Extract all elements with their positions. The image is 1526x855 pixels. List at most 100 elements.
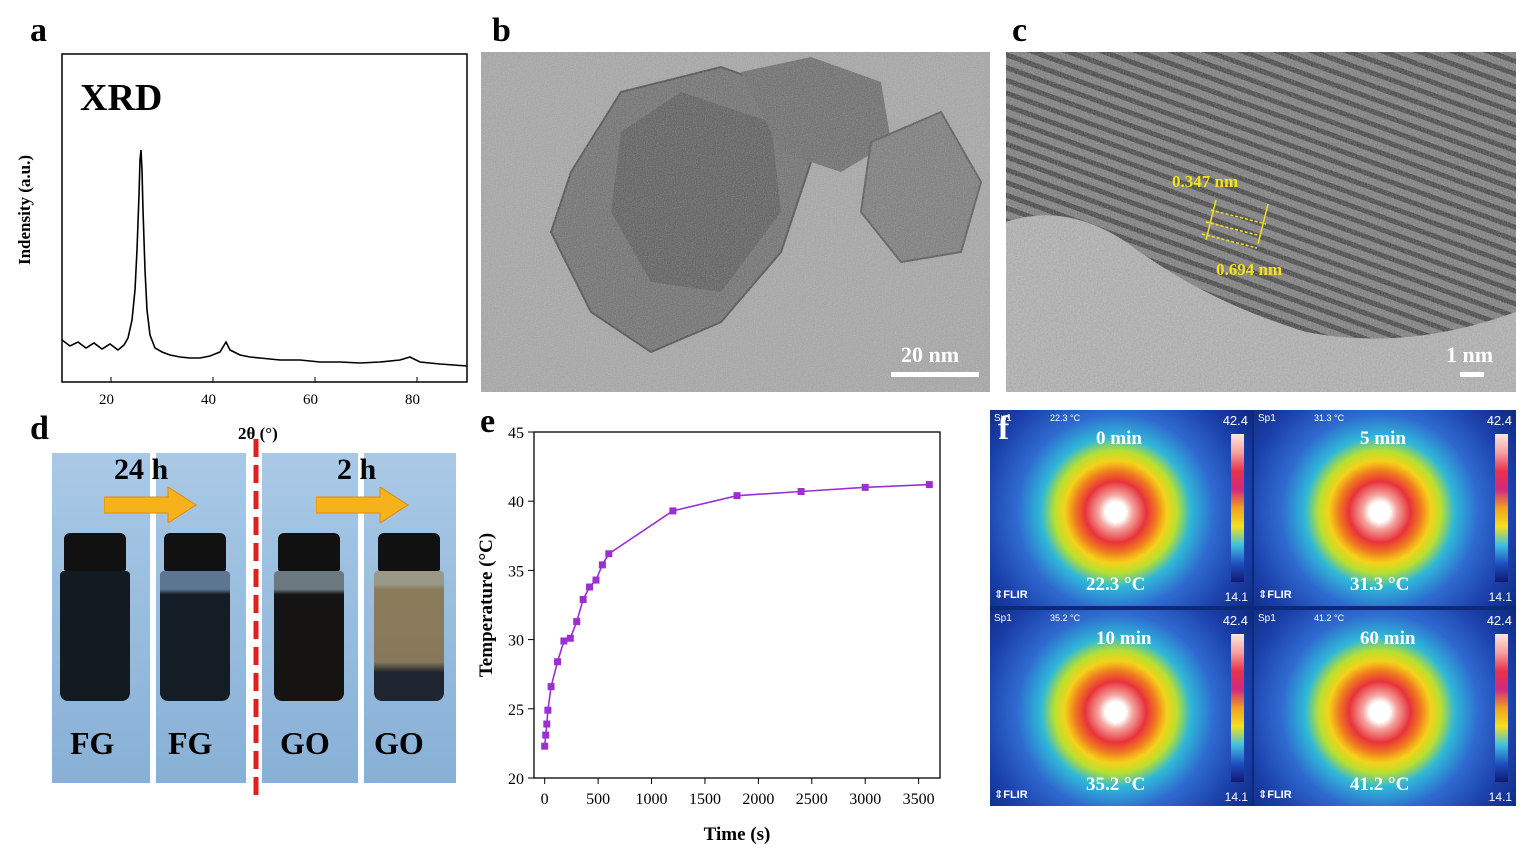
series-line	[543, 483, 930, 747]
temperature-chart-panel: 0 500 1000 1500 2000 2500 3000 3500 20 25 30 35 40 45…	[470, 420, 980, 850]
data-point	[554, 658, 562, 666]
scale-max: 42.4	[1486, 413, 1512, 428]
data-point	[542, 731, 550, 739]
thermal-image: Sp1 35.2 °C 42.4 10 min +35.2 °C ⇕FLIR 14.1	[990, 610, 1252, 806]
vial-label-go-2: GO	[374, 725, 424, 761]
spot-temp-readout: 22.3 °C	[1050, 413, 1081, 423]
flir-logo: ⇕FLIR	[994, 789, 1028, 801]
thermal-image: Sp1 41.2 °C 42.4 60 min +41.2 °C ⇕FLIR 14.1	[1254, 610, 1516, 806]
thermal-temperature: 22.3 °C	[1086, 574, 1146, 595]
vial-label-go-1: GO	[280, 725, 330, 761]
tem-image-c: 0.347 nm 0.694 nm 1 nm	[1006, 52, 1516, 392]
xrd-xtick-20: 20	[99, 392, 114, 408]
time-label-24h: 24 h	[114, 453, 169, 486]
tem-b-texture	[481, 52, 990, 392]
data-point	[547, 683, 555, 691]
color-scale-bar	[1495, 634, 1508, 782]
data-point	[579, 595, 587, 603]
data-point	[598, 561, 606, 569]
color-scale-bar	[1231, 634, 1244, 782]
lattice-spacing-1: 0.347 nm	[1172, 172, 1239, 191]
thermal-temperature: 35.2 °C	[1086, 774, 1146, 795]
data-point	[586, 583, 594, 591]
data-point	[566, 634, 574, 642]
panel-label-f: f	[998, 410, 1010, 447]
y-tick-label: 25	[508, 702, 524, 719]
y-tick-label: 40	[508, 494, 524, 511]
spot-temp-readout: 31.3 °C	[1314, 413, 1345, 423]
arrow-icon	[104, 487, 197, 523]
spot-label: Sp1	[1258, 613, 1276, 624]
time-label-2h: 2 h	[337, 453, 377, 486]
x-tick-label: 2000	[742, 791, 774, 808]
vial-go-after	[374, 533, 444, 701]
vial-fg-after	[160, 533, 230, 701]
tem-c-scale-label: 1 nm	[1446, 342, 1494, 367]
crosshair-icon: +	[1374, 510, 1385, 530]
temperature-chart: 0 500 1000 1500 2000 2500 3000 3500 20 25 30 35 40 45…	[476, 425, 941, 845]
thermal-grid: Sp1 22.3 °C 42.4 0 min +22.3 °C ⇕FLIR 14.1 Sp1 3…	[990, 410, 1516, 806]
color-scale-bar	[1495, 434, 1508, 582]
crosshair-icon: +	[1110, 510, 1121, 530]
flir-logo: ⇕FLIR	[1258, 789, 1292, 801]
x-tick-label: 1500	[689, 791, 721, 808]
crosshair-icon: +	[1374, 710, 1385, 730]
xrd-curve	[61, 149, 468, 367]
thermal-temperature: 31.3 °C	[1350, 574, 1410, 595]
x-tick-label: 3500	[903, 791, 935, 808]
data-point	[560, 637, 568, 645]
scale-min: 14.1	[1488, 590, 1512, 604]
color-scale-bar	[1231, 434, 1244, 582]
panel-label-b: b	[492, 12, 511, 49]
scale-max: 42.4	[1222, 413, 1248, 428]
thermal-time: 10 min	[1096, 628, 1152, 649]
xrd-xlabel: 2θ (°)	[238, 424, 278, 443]
vial-go-before	[274, 533, 344, 701]
plot-frame	[533, 431, 941, 779]
thermal-temperature: 41.2 °C	[1350, 774, 1410, 795]
tem-image-b: 20 nm	[481, 52, 990, 392]
data-point	[925, 481, 933, 489]
spot-temp-readout: 41.2 °C	[1314, 613, 1345, 623]
xrd-title: XRD	[80, 77, 163, 119]
flir-logo: ⇕FLIR	[1258, 589, 1292, 601]
thermal-image: Sp1 31.3 °C 42.4 5 min +31.3 °C ⇕FLIR 14.1	[1254, 410, 1516, 606]
xrd-x-ticks	[110, 377, 418, 382]
x-tick-label: 3000	[849, 791, 881, 808]
data-point	[861, 483, 869, 491]
x-tick-label: 500	[586, 791, 610, 808]
x-axis-label: Time (s)	[704, 824, 771, 845]
tem-b-scale-bar	[891, 372, 979, 377]
spot-temp-readout: 35.2 °C	[1050, 613, 1081, 623]
x-tick-label: 1000	[636, 791, 668, 808]
spot-label: Sp1	[994, 413, 1012, 424]
tem-c-texture	[1006, 52, 1516, 392]
thermal-time: 60 min	[1360, 628, 1416, 649]
vial-label-fg-2: FG	[168, 725, 213, 761]
thermal-image: Sp1 22.3 °C 42.4 0 min +22.3 °C ⇕FLIR 14.1	[990, 410, 1252, 606]
scale-max: 42.4	[1486, 613, 1512, 628]
data-point	[592, 576, 600, 584]
scale-min: 14.1	[1224, 790, 1248, 804]
y-tick-label: 45	[508, 425, 524, 442]
data-point	[797, 488, 805, 496]
y-tick-label: 20	[508, 771, 524, 788]
panel-label-d: d	[30, 410, 49, 447]
data-point	[605, 550, 613, 558]
x-tick-label: 2500	[796, 791, 828, 808]
panel-label-e: e	[480, 403, 496, 440]
arrow-icon	[316, 487, 409, 523]
spot-label: Sp1	[1258, 413, 1276, 424]
data-point	[544, 706, 552, 714]
lattice-spacing-markers	[1201, 199, 1269, 249]
spot-label: Sp1	[994, 613, 1012, 624]
vial-label-fg-1: FG	[70, 725, 115, 761]
xrd-xtick-60: 60	[303, 392, 318, 408]
xrd-panel: XRD Indensity (a.u.) 20 40 60 80 2θ (°)	[0, 0, 480, 450]
vial-fg-before	[60, 533, 130, 701]
y-tick-label: 30	[508, 633, 524, 650]
data-point	[543, 720, 551, 728]
scale-max: 42.4	[1222, 613, 1248, 628]
xrd-xtick-80: 80	[405, 392, 420, 408]
xrd-xtick-40: 40	[201, 392, 216, 408]
